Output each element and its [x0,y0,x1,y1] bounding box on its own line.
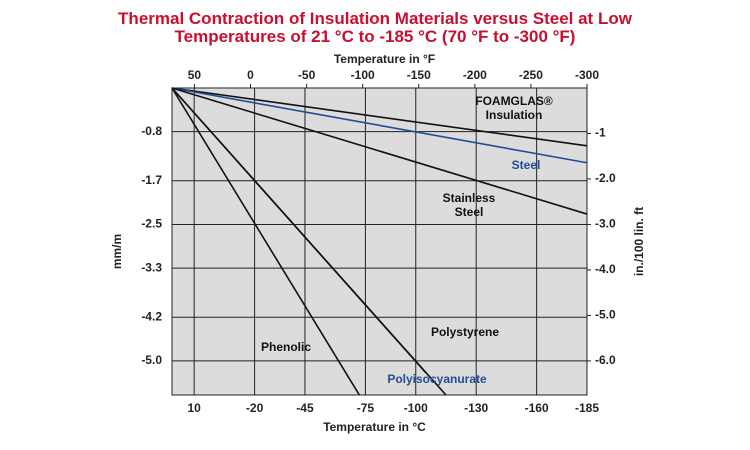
series-line [171,87,361,396]
series-line [171,87,588,215]
y2-tick-label: -6.0 [595,353,616,367]
x2-tick-label: -300 [575,68,599,82]
series-label: Stainless Steel [442,191,496,219]
y2-axis-label: in./100 lin. ft [632,207,646,276]
y2-tick-label: -2.0 [595,171,616,185]
y2-tick-label: -5.0 [595,308,616,322]
x-tick-label: -160 [525,401,549,415]
x2-tick-label: -100 [351,68,375,82]
y-tick-label: -4.2 [141,309,162,323]
y-tick-label: -0.8 [141,124,162,138]
x2-tick-label: -150 [407,68,431,82]
y-tick-label: -3.3 [141,260,162,274]
x2-tick-label: -50 [298,68,316,82]
x-tick-label: -45 [296,401,314,415]
y-tick-label: -1.7 [141,173,162,187]
y2-tick-label: -4.0 [595,262,616,276]
y-tick-label: -5.0 [141,353,162,367]
series-label: Steel [511,158,541,172]
series-label: FOAMGLAS® Insulation [475,94,553,122]
series-label: Polyisocyanurate [387,372,487,386]
y2-tick-label: -1 [595,126,606,140]
series-label: Polystyrene [430,325,500,339]
series-label: Phenolic [260,340,311,354]
x-tick-label: -75 [357,401,375,415]
y-tick-label: -2.5 [141,217,162,231]
x-tick-label: 10 [187,401,201,415]
x-axis-label: Temperature in °C [323,420,426,434]
series-line [171,87,447,396]
x2-tick-label: 0 [247,68,254,82]
x-tick-label: -20 [246,401,264,415]
y2-tick-label: -3.0 [595,217,616,231]
x2-tick-label: 50 [188,68,202,82]
series-line [171,87,588,164]
x2-axis-label: Temperature in °F [334,52,435,66]
x2-tick-label: -200 [463,68,487,82]
x-tick-label: -185 [575,401,599,415]
y-axis-label: mm/m [110,234,124,269]
x-tick-label: -100 [404,401,428,415]
x2-tick-label: -250 [519,68,543,82]
x-tick-label: -130 [464,401,488,415]
series-line [171,87,588,147]
plot-area [171,87,588,396]
chart-title: Thermal Contraction of Insulation Materi… [118,9,632,46]
